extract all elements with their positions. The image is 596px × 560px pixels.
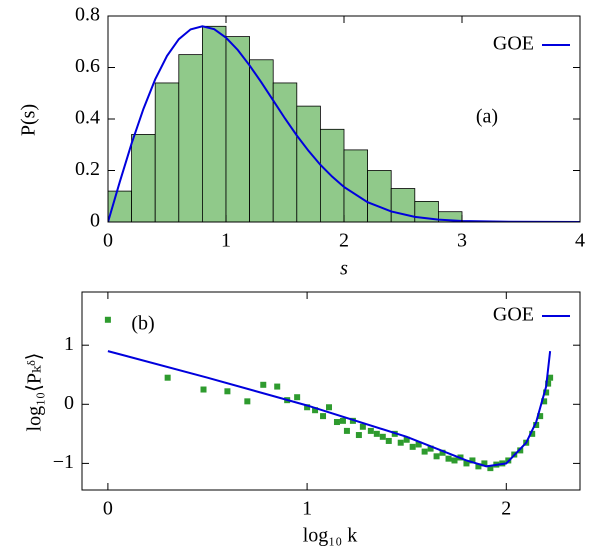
scatter-point (312, 407, 319, 414)
scatter-point (541, 398, 548, 405)
scatter-point (409, 443, 416, 450)
scatter-point (547, 374, 554, 381)
legend-label: GOE (493, 304, 534, 326)
scatter-point (164, 374, 171, 381)
y-tick-label: 0.4 (75, 107, 100, 129)
scatter-point (359, 423, 366, 430)
scatter-point (445, 455, 452, 462)
y-tick-label: −1 (53, 451, 74, 473)
scatter-point (320, 413, 327, 420)
scatter-point (451, 457, 458, 464)
scatter-point (294, 394, 301, 401)
y-axis-label: log₁₀⟨Pₖᵟ⟩ (24, 353, 46, 432)
y-tick-label: 0.6 (75, 55, 100, 77)
scatter-point (433, 453, 440, 460)
scatter-point (397, 439, 404, 446)
x-axis-label: log₁₀ k (303, 525, 358, 547)
scatter-point (469, 457, 476, 464)
x-tick-label: 4 (575, 230, 585, 252)
x-tick-label: 0 (103, 230, 113, 252)
y-tick-label: 1 (64, 333, 74, 355)
scatter-point (355, 432, 362, 439)
scatter-point (304, 404, 311, 411)
x-tick-label: 3 (457, 230, 467, 252)
scatter-point (533, 421, 540, 428)
x-tick-label: 0 (103, 498, 113, 520)
scatter-point (481, 460, 488, 467)
scatter-point (379, 433, 386, 440)
scatter-point (439, 449, 446, 456)
y-tick-label: 0 (64, 392, 74, 414)
scatter-point (373, 430, 380, 437)
histogram-bar (178, 54, 203, 222)
x-tick-label: 1 (302, 498, 312, 520)
scatter-point (104, 316, 111, 323)
scatter-point (244, 398, 251, 405)
y-tick-label: 0.8 (75, 4, 100, 26)
scatter-point (274, 383, 281, 390)
scatter-point (403, 436, 410, 443)
x-tick-label: 2 (501, 498, 511, 520)
scatter-point (463, 460, 470, 467)
histogram-bar (296, 105, 321, 222)
histogram-bar (367, 170, 392, 222)
scatter-point (339, 417, 346, 424)
scatter-point (385, 437, 392, 444)
histogram-bar (272, 82, 298, 222)
panel-label: (b) (131, 313, 154, 335)
model-line (107, 350, 552, 468)
plot-area (104, 316, 554, 472)
panel-label: (a) (476, 106, 498, 128)
histogram-bar (154, 82, 180, 222)
scatter-point (427, 445, 434, 452)
histogram-bar (201, 25, 227, 222)
scatter-point (415, 441, 422, 448)
plot-area (108, 25, 580, 222)
axes-frame (81, 291, 581, 491)
x-axis-label: s (340, 258, 348, 280)
scatter-point (543, 389, 550, 396)
scatter-point (475, 463, 482, 470)
scatter-point (260, 381, 267, 388)
y-tick-label: 0 (90, 210, 100, 232)
x-tick-label: 2 (339, 230, 349, 252)
histogram-bar (131, 134, 156, 222)
y-tick-label: 0.2 (75, 158, 100, 180)
legend-label: GOE (493, 33, 534, 55)
scatter-point (333, 419, 340, 426)
y-axis-label: P(s) (18, 104, 40, 136)
scatter-point (200, 386, 207, 393)
scatter-point (517, 447, 524, 454)
scatter-point (529, 430, 536, 437)
model-line (108, 25, 580, 222)
scatter-point (326, 404, 333, 411)
histogram-bar (343, 149, 369, 222)
scatter-point (545, 380, 552, 387)
histogram-bar (225, 36, 251, 222)
scatter-point (421, 448, 428, 455)
scatter-point (343, 427, 350, 434)
scatter-point (367, 427, 374, 434)
scatter-point (537, 413, 544, 420)
scatter-point (487, 465, 494, 472)
x-tick-label: 1 (221, 230, 231, 252)
scatter-point (224, 388, 231, 395)
